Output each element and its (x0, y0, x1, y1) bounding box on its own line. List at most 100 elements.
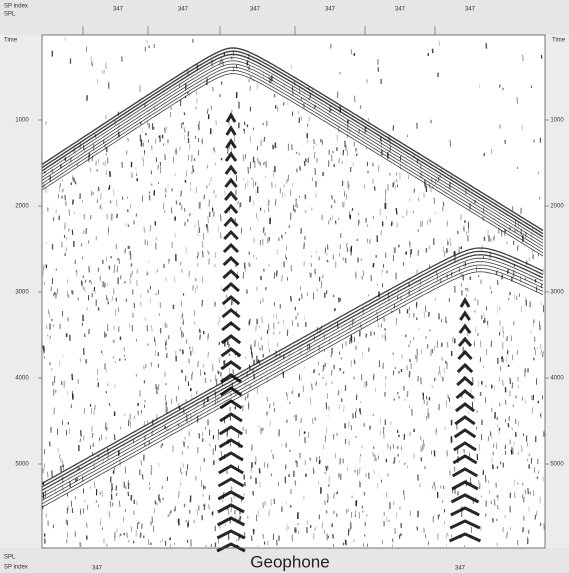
trace-wiggle (115, 485, 117, 491)
trace-wiggle (408, 371, 411, 378)
ground-roll (220, 334, 242, 345)
trace-wiggle (310, 262, 312, 267)
trace-wiggle (182, 293, 185, 296)
trace-wiggle (309, 457, 311, 461)
trace-wiggle (205, 223, 208, 228)
trace-wiggle (417, 375, 419, 382)
ground-roll (216, 516, 246, 527)
ground-roll (224, 151, 238, 162)
event-curve (41, 69, 544, 254)
trace-wiggle (400, 446, 403, 451)
trace-wiggle (93, 481, 96, 489)
plot-frame (41, 34, 546, 549)
trace-wiggle (440, 485, 442, 489)
event-curve (41, 50, 544, 235)
trace-wiggle (124, 358, 127, 361)
trace-wiggle (298, 374, 301, 381)
trace-wiggle (206, 78, 208, 86)
trace-wiggle (484, 397, 487, 404)
trace-wiggle (68, 294, 70, 299)
time-tick-label: 4000 (15, 376, 29, 382)
trace-wiggle (311, 383, 313, 391)
ground-roll (220, 347, 242, 358)
trace-wiggle (301, 293, 303, 300)
ground-roll (222, 268, 240, 280)
trace-wiggle (96, 199, 98, 203)
trace-wiggle (227, 508, 230, 516)
trace-wiggle (113, 189, 115, 197)
trace-wiggle (426, 401, 428, 406)
trace-wiggle (384, 382, 387, 388)
footer-band (0, 548, 569, 573)
trace-wiggle (362, 510, 364, 513)
trace-wiggle (331, 195, 333, 200)
trace-wiggle (214, 542, 217, 548)
ground-roll (457, 336, 473, 347)
trace-wiggle (348, 440, 351, 446)
ground-roll (453, 441, 477, 452)
trace-wiggle (146, 120, 148, 126)
trace-wiggle (237, 433, 240, 438)
ground-roll (224, 164, 238, 175)
trace-wiggle (111, 483, 113, 491)
event-curve (41, 60, 544, 244)
trace-wiggle (200, 139, 203, 143)
event-curve (41, 250, 544, 488)
trace-wiggle (182, 332, 185, 338)
ground-roll (223, 203, 239, 214)
trace-wiggle (81, 322, 84, 326)
trace-wiggle (386, 270, 388, 274)
shot-label: 347 (92, 566, 103, 572)
ground-roll (450, 506, 480, 517)
trace-wiggle (333, 199, 336, 204)
trace-wiggle (305, 158, 307, 162)
trace-wiggle (258, 325, 261, 329)
ground-roll (217, 503, 245, 514)
trace-wiggle (422, 392, 424, 396)
trace-wiggle (355, 394, 358, 401)
trace-wiggle (512, 321, 515, 326)
trace-wiggle (202, 251, 204, 258)
trace-wiggle (146, 420, 149, 424)
trace-wiggle (493, 235, 495, 241)
trace-wiggle (151, 516, 154, 523)
trace-wiggle (535, 286, 538, 293)
trace-wiggle (259, 469, 261, 475)
trace-wiggle (354, 469, 356, 473)
trace-wiggle (497, 505, 499, 510)
ground-roll (458, 323, 472, 334)
trace-wiggle (507, 269, 509, 274)
trace-wiggle (183, 127, 186, 133)
trace-wiggle (395, 208, 398, 215)
footer-row-label: SPL (4, 555, 16, 561)
trace-wiggle (344, 191, 346, 197)
ground-roll (216, 529, 246, 540)
trace-wiggle (166, 339, 168, 346)
event-curve (41, 53, 544, 238)
trace-wiggle (419, 279, 422, 285)
trace-wiggle (427, 219, 429, 225)
event-curve (41, 254, 544, 491)
time-tick-label: 3000 (550, 290, 564, 296)
trace-wiggle (286, 419, 288, 424)
trace-wiggle (258, 341, 260, 349)
trace-wiggle (204, 426, 207, 430)
trace-wiggle (339, 368, 342, 371)
ground-roll (222, 242, 240, 254)
trace-wiggle (373, 186, 376, 191)
trace-wiggle (384, 328, 386, 331)
event-curve (41, 271, 544, 508)
trace-wiggle (482, 365, 485, 369)
trace-wiggle (73, 177, 75, 183)
trace-wiggle (71, 290, 73, 294)
ground-roll (448, 532, 482, 543)
shot-label: 347 (465, 7, 476, 13)
trace-wiggle (116, 213, 118, 219)
trace-wiggle (166, 426, 168, 431)
trace-wiggle (150, 362, 153, 367)
ground-roll (451, 480, 479, 491)
ground-roll (457, 349, 473, 361)
event-curve (41, 257, 544, 495)
event-curve (41, 267, 544, 505)
trace-wiggle (409, 404, 411, 409)
